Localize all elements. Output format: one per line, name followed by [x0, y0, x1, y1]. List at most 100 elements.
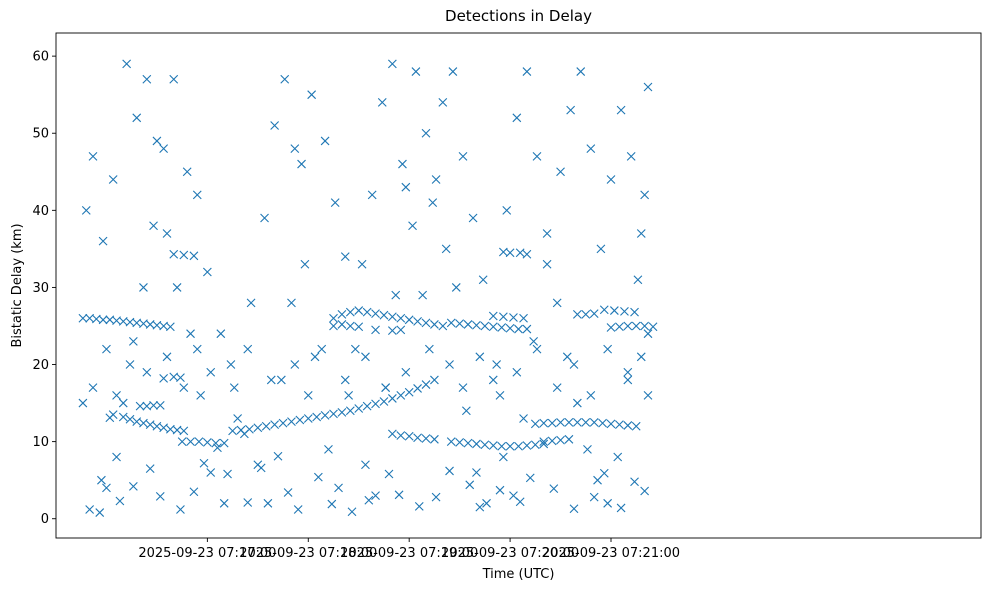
detection-point [367, 190, 377, 200]
detection-point [334, 483, 343, 493]
detection-point [81, 205, 91, 215]
detection-point [519, 414, 528, 423]
detection-point [176, 373, 185, 383]
detection-point [337, 310, 347, 319]
detection-point [589, 309, 599, 319]
detection-point [547, 436, 557, 446]
detection-point [633, 275, 643, 285]
detection-point [320, 411, 330, 420]
detection-point [78, 398, 88, 408]
detection-point [603, 498, 613, 508]
detection-point [441, 244, 451, 254]
detection-point [216, 329, 226, 339]
detection-point [606, 175, 616, 184]
detection-point [488, 311, 498, 321]
detection-point [145, 464, 155, 473]
detection-point [132, 113, 142, 123]
detection-point [446, 318, 456, 328]
detection-point [266, 375, 276, 385]
detection-point [350, 344, 360, 354]
detection-point [189, 251, 199, 261]
detection-point [112, 390, 121, 400]
detection-point [589, 417, 599, 427]
detection-point [472, 320, 481, 330]
detection-point [85, 505, 95, 514]
detection-point [105, 413, 115, 423]
detection-point [303, 414, 313, 423]
detection-point [547, 418, 557, 428]
x-tick-label: 2025-09-23 07:21:00 [542, 546, 680, 561]
detection-point [169, 74, 179, 84]
detection-point [458, 383, 468, 393]
detection-point [118, 398, 128, 408]
detection-point [313, 472, 323, 482]
detection-point [362, 401, 372, 411]
detection-point [448, 67, 458, 76]
detection-point [643, 329, 653, 339]
detection-point [219, 498, 229, 508]
y-axis-ticks: 0 10 20 30 40 50 60 [32, 50, 56, 527]
detection-point [472, 439, 481, 449]
detection-point [345, 406, 355, 416]
detection-point [371, 491, 380, 500]
detection-point [179, 426, 189, 436]
y-tick-label: 30 [32, 281, 49, 296]
detection-point [391, 290, 401, 300]
detection-point [631, 421, 641, 431]
detection-point [556, 417, 565, 427]
detection-point [522, 324, 532, 334]
detection-point [411, 67, 421, 76]
detection-point [283, 488, 293, 497]
detection-point [404, 431, 414, 441]
detection-point [387, 394, 397, 403]
detection-point [280, 74, 290, 84]
x-tick-label: 2025-09-23 07:20:00 [441, 546, 579, 561]
detection-point [505, 323, 515, 333]
detection-point [307, 90, 317, 100]
detection-point [586, 144, 596, 154]
detection-point [132, 417, 142, 426]
detection-point [615, 322, 624, 332]
detection-point [387, 326, 397, 335]
detection-point [475, 502, 485, 512]
detection-point [603, 344, 613, 354]
detection-point [303, 390, 313, 400]
detection-point [145, 420, 155, 430]
detection-point [125, 414, 135, 424]
detection-point [229, 383, 239, 393]
detection-point [396, 390, 406, 400]
detection-point [404, 387, 414, 397]
detection-point [586, 390, 596, 400]
detection-point [631, 321, 641, 331]
detection-point [472, 468, 481, 477]
detection-point [354, 306, 364, 315]
detection-point [202, 267, 212, 277]
detection-point [396, 325, 406, 335]
detection-point [539, 437, 549, 447]
detection-point [549, 484, 559, 494]
detection-point [135, 401, 145, 411]
detection-point [330, 198, 340, 208]
detection-point [532, 344, 542, 354]
detection-point [529, 337, 539, 346]
detection-point [515, 248, 525, 258]
detection-point [598, 418, 607, 428]
detection-point [189, 487, 199, 497]
detection-point [606, 419, 616, 429]
x-axis-label: Time (UTC) [482, 567, 555, 582]
detection-point [246, 298, 256, 308]
detection-point [108, 175, 118, 184]
detection-point [149, 401, 158, 410]
detection-point [413, 384, 422, 393]
detection-point [243, 344, 253, 354]
detection-point [581, 417, 591, 427]
detection-point [177, 437, 187, 447]
detection-point [512, 113, 522, 123]
detection-point [480, 321, 490, 331]
detection-point [446, 437, 456, 447]
detection-point [324, 444, 333, 454]
detection-point [118, 412, 128, 422]
detection-point [344, 390, 354, 400]
detection-point [421, 128, 431, 138]
